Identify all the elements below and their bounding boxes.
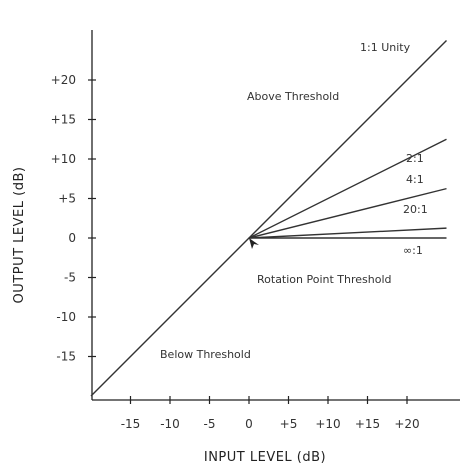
ratio-label-1: 1:1 Unity bbox=[360, 41, 411, 54]
ratio-labels: 1:1 Unity 2:1 4:1 20:1 ∞:1 bbox=[360, 41, 428, 257]
y-tick-label: +15 bbox=[51, 113, 76, 127]
ratio-line-2 bbox=[248, 138, 447, 239]
y-axis-ticks: +20 +15 +10 +5 0 -5 -10 -15 bbox=[51, 73, 96, 364]
x-axis-ticks: -15 -10 -5 0 +5 +10 +15 +20 bbox=[121, 396, 420, 431]
ratio-line-1 bbox=[90, 40, 447, 397]
x-tick-label: +15 bbox=[355, 417, 380, 431]
x-axis-title: INPUT LEVEL (dB) bbox=[204, 450, 326, 465]
ratio-line-3 bbox=[248, 187, 447, 239]
ratio-label-3: 4:1 bbox=[406, 173, 424, 186]
x-tick-label: 0 bbox=[245, 417, 253, 431]
y-tick-label: -5 bbox=[64, 271, 76, 285]
x-tick-label: -5 bbox=[204, 417, 216, 431]
below-threshold-label: Below Threshold bbox=[160, 348, 251, 361]
x-tick-label: -15 bbox=[121, 417, 141, 431]
x-tick-label: +20 bbox=[394, 417, 419, 431]
y-tick-label: +5 bbox=[58, 192, 76, 206]
x-tick-label: +10 bbox=[315, 417, 340, 431]
ratio-label-4: 20:1 bbox=[403, 203, 428, 216]
ratio-lines bbox=[90, 40, 447, 397]
y-tick-label: +10 bbox=[51, 152, 76, 166]
ratio-line-4 bbox=[248, 227, 447, 239]
y-tick-label: -10 bbox=[56, 310, 76, 324]
y-tick-label: -15 bbox=[56, 350, 76, 364]
x-tick-label: -10 bbox=[160, 417, 180, 431]
ratio-label-2: 2:1 bbox=[406, 152, 424, 165]
y-tick-label: +20 bbox=[51, 73, 76, 87]
rotation-point-label: Rotation Point Threshold bbox=[257, 273, 392, 286]
above-threshold-label: Above Threshold bbox=[247, 90, 339, 103]
x-tick-label: +5 bbox=[280, 417, 298, 431]
ratio-label-5: ∞:1 bbox=[403, 244, 423, 257]
rotation-point-arrow bbox=[249, 238, 259, 249]
y-axis-title: OUTPUT LEVEL (dB) bbox=[12, 167, 27, 304]
y-tick-label: 0 bbox=[68, 231, 76, 245]
